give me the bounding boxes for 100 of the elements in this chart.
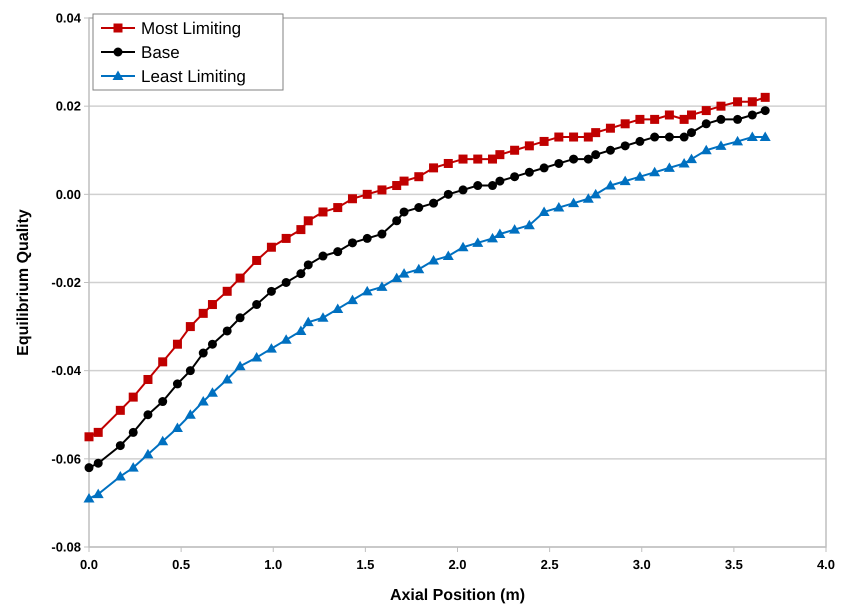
point	[362, 234, 372, 243]
point	[444, 190, 453, 199]
point	[678, 158, 690, 168]
point	[400, 176, 409, 186]
point	[413, 264, 424, 274]
point	[664, 110, 674, 120]
point	[157, 436, 168, 446]
y-tick-label: 0.00	[56, 186, 81, 202]
point	[650, 114, 660, 124]
point	[280, 334, 292, 344]
point	[414, 203, 424, 212]
point	[208, 300, 217, 310]
point	[94, 428, 103, 437]
point	[732, 136, 744, 146]
point	[716, 102, 726, 111]
point	[198, 396, 209, 406]
point	[664, 162, 675, 172]
point	[234, 360, 246, 370]
point	[686, 110, 696, 120]
point	[172, 422, 183, 432]
point	[760, 106, 770, 116]
point	[524, 220, 535, 230]
point	[680, 132, 689, 142]
point	[473, 154, 482, 164]
point	[473, 181, 482, 190]
x-tick-label: 0.5	[172, 557, 190, 572]
point	[582, 193, 594, 203]
x-tick-label: 3.5	[724, 557, 743, 572]
legend-label: Most Limiting	[141, 18, 242, 38]
point	[348, 238, 357, 248]
x-axis-title: Axial Position (m)	[390, 587, 526, 604]
point	[540, 136, 549, 146]
point	[296, 225, 306, 234]
point	[304, 260, 313, 270]
point	[510, 146, 520, 155]
point	[590, 188, 602, 198]
x-tick-label: 2.0	[448, 557, 467, 572]
point	[116, 441, 125, 450]
point	[295, 325, 306, 335]
point	[222, 374, 233, 384]
point	[128, 428, 138, 437]
point	[472, 237, 484, 247]
point	[664, 132, 674, 142]
y-tick-label: -0.02	[51, 275, 81, 290]
point	[510, 172, 520, 182]
point	[748, 110, 757, 120]
point	[333, 203, 342, 212]
point	[282, 234, 291, 243]
point	[236, 313, 245, 322]
y-tick-label: -0.04	[51, 363, 82, 378]
point	[494, 228, 506, 238]
point	[252, 300, 262, 310]
point	[569, 132, 578, 142]
point	[186, 366, 195, 376]
point	[458, 185, 468, 194]
point	[686, 154, 697, 164]
point	[442, 250, 454, 260]
point	[686, 128, 696, 138]
point	[495, 150, 504, 160]
point	[715, 140, 726, 150]
point	[487, 232, 498, 242]
point	[495, 176, 504, 186]
x-tick-label: 4.0	[816, 557, 836, 572]
point	[84, 493, 94, 503]
point	[143, 374, 152, 384]
y-tick-label: -0.06	[51, 451, 81, 466]
point	[620, 119, 630, 128]
x-tick-label: 0.0	[80, 557, 98, 572]
point	[116, 406, 125, 415]
point	[198, 308, 208, 318]
point	[296, 269, 306, 278]
point	[606, 124, 615, 133]
point	[458, 154, 468, 164]
x-tick-label: 3.0	[632, 557, 651, 572]
point	[524, 168, 534, 177]
point	[650, 132, 660, 142]
point	[186, 322, 195, 332]
point	[700, 144, 712, 154]
point	[606, 146, 615, 155]
point	[84, 463, 94, 472]
point	[392, 216, 402, 226]
point	[748, 97, 757, 106]
point	[392, 181, 402, 190]
point	[222, 286, 232, 296]
point	[733, 97, 742, 106]
point	[348, 194, 357, 204]
point	[222, 326, 232, 336]
point	[716, 114, 726, 124]
point	[524, 141, 534, 150]
point	[554, 132, 564, 142]
point	[251, 352, 262, 362]
point	[158, 357, 168, 366]
point	[128, 462, 139, 472]
point	[362, 190, 372, 199]
x-tick-label: 1.0	[264, 557, 282, 572]
point	[266, 286, 276, 296]
point	[429, 163, 438, 172]
legend-label: Base	[141, 42, 180, 62]
point	[620, 176, 631, 186]
y-tick-label: 0.02	[56, 98, 81, 114]
